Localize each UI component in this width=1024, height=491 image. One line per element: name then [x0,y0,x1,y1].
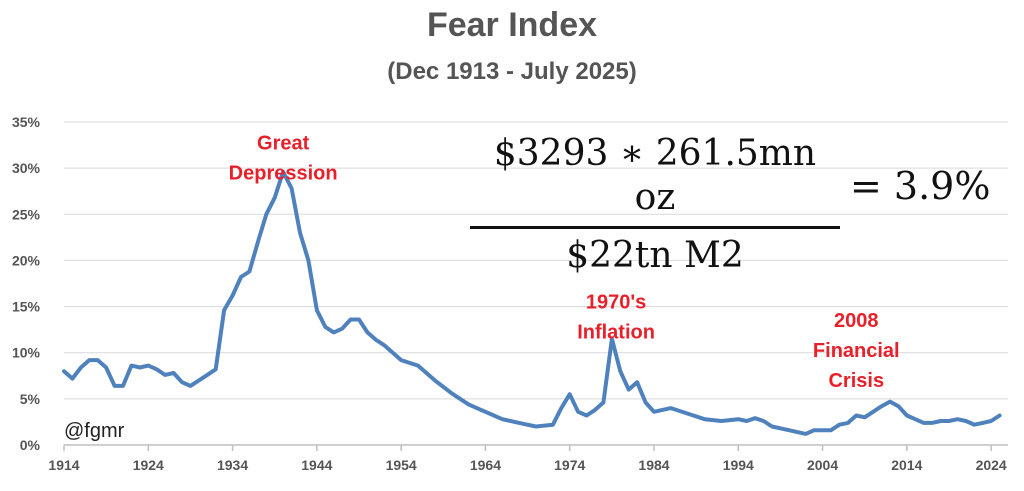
annotation-text: Inflation [577,321,655,343]
annotation-financial-crisis-2008: 2008 Financial Crisis [813,310,900,392]
series-line-fear-index [62,169,1002,436]
x-tick-label: 1914 [48,457,79,473]
x-tick-label: 1934 [217,457,248,473]
annotations: Great Depression 1970's Inflation 2008 Financ… [229,133,900,392]
x-axis-tick-labels: 1914 1924 1934 1944 1954 1964 1974 1984 1994 2004… [48,457,1007,473]
x-tick-label: 2004 [807,457,838,473]
annotation-text: Great [257,133,310,155]
gold-to-m2-formula: $3293 ∗ 261.5mn oz $22tn M2 = 3.9% [470,132,1024,276]
formula-numerator: $3293 ∗ 261.5mn oz [493,133,817,218]
y-tick-label: 30% [12,160,41,176]
x-tick-label: 1964 [470,457,501,473]
annotation-text: Crisis [828,370,884,392]
y-tick-label: 10% [12,345,41,361]
annotation-text: 1970's [586,291,646,313]
x-tick-label: 1974 [554,457,585,473]
gridlines [64,121,1008,400]
annotation-text: Financial [813,340,900,362]
x-axis [63,444,1008,451]
author-credit: @fgmr [64,420,125,442]
formula-fraction: $3293 ∗ 261.5mn oz $22tn M2 [470,132,840,279]
formula-denominator: $22tn M2 [566,235,744,276]
y-tick-label: 0% [20,437,41,453]
y-tick-label: 15% [12,299,41,315]
y-tick-label: 35% [12,114,41,130]
y-tick-label: 20% [12,252,41,268]
fraction-bar [470,226,840,229]
annotation-great-depression: Great Depression [229,133,338,185]
x-tick-label: 1924 [133,457,164,473]
formula-result: = 3.9% [850,164,991,208]
chart-subtitle: (Dec 1913 - July 2025) [387,58,637,85]
y-tick-label: 5% [20,391,41,407]
annotation-text: 2008 [834,310,879,332]
series-layer [62,169,1002,436]
x-tick-label: 1984 [638,457,669,473]
annotation-inflation-1970s: 1970's Inflation [577,291,655,343]
x-tick-label: 1994 [723,457,754,473]
y-tick-label: 25% [12,206,41,222]
x-tick-label: 1944 [301,457,332,473]
chart-title: Fear Index [426,6,598,44]
annotation-text: Depression [229,163,338,185]
x-tick-label: 1954 [386,457,417,473]
x-tick-label: 2024 [976,457,1007,473]
y-axis-tick-labels: 0% 5% 10% 15% 20% 25% 30% 35% [12,114,41,453]
x-tick-label: 2014 [891,457,922,473]
